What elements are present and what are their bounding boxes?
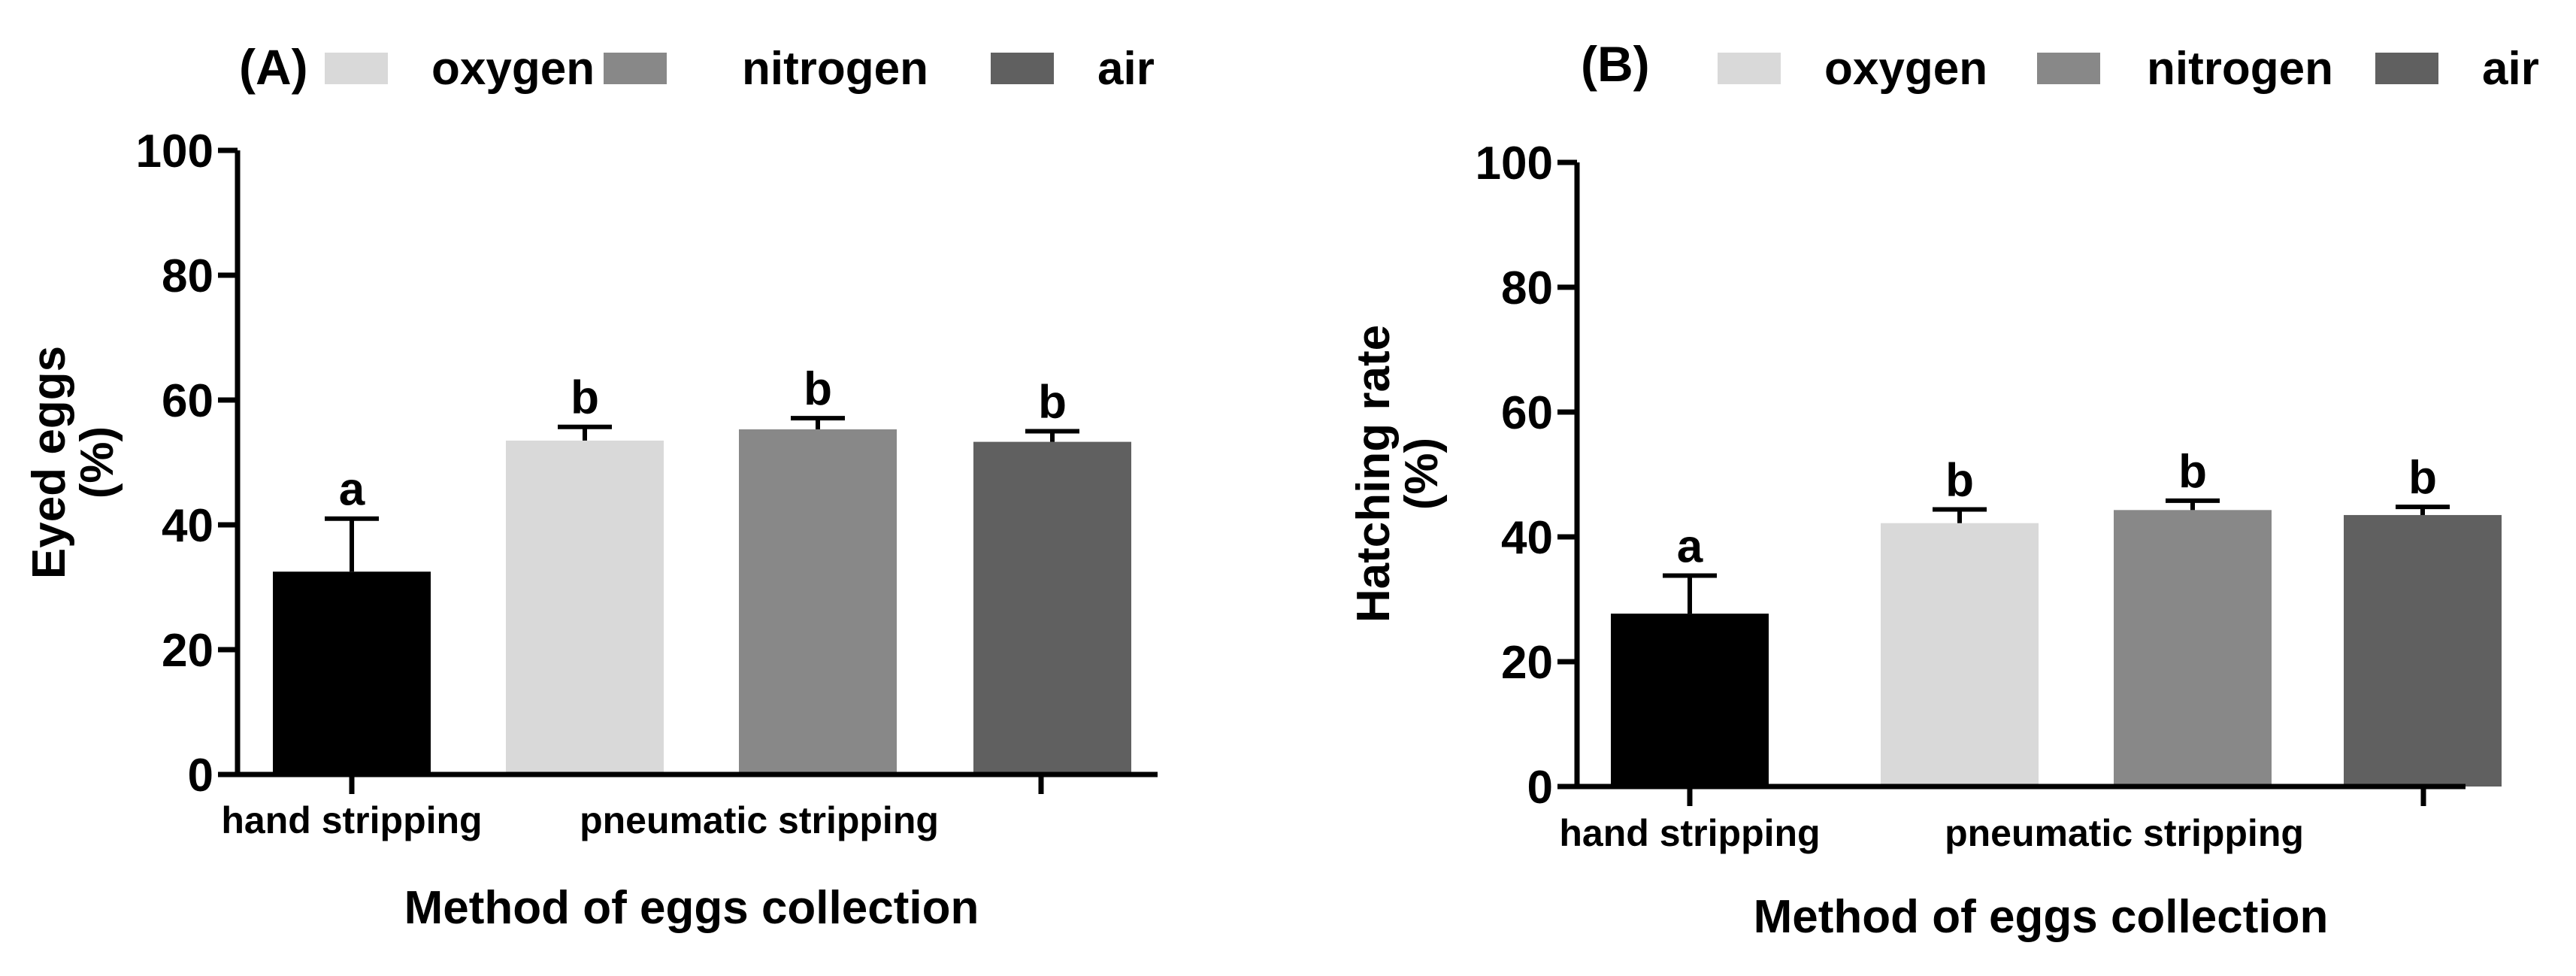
bar-2	[506, 440, 664, 774]
panel-a: (A) oxygen nitrogen air a b b b 0 20 40 60 80 100 hand…	[23, 39, 1158, 934]
legend-label-nitrogen: nitrogen	[2147, 43, 2333, 95]
significance-letter-1: a	[339, 464, 365, 516]
y-tick-label: 80	[1501, 262, 1553, 314]
y-axis-unit: (%)	[1396, 438, 1448, 510]
significance-letter-3: b	[2178, 446, 2207, 498]
y-tick-label: 20	[162, 625, 213, 677]
significance-letter-2: b	[1945, 454, 1974, 506]
x-axis-title: Method of eggs collection	[1754, 891, 2329, 943]
y-tick-label: 80	[162, 250, 213, 302]
legend-swatch-nitrogen	[2037, 53, 2100, 84]
bar-1	[1611, 614, 1769, 787]
x-group-label: hand stripping	[221, 799, 482, 841]
significance-letter-2: b	[571, 372, 599, 424]
bar-3	[739, 429, 897, 774]
bar-2	[1881, 523, 2039, 787]
bar-4	[2344, 514, 2502, 787]
y-tick-label: 40	[162, 500, 213, 552]
y-tick-label: 0	[1527, 762, 1553, 814]
legend-label-air: air	[2482, 43, 2539, 95]
x-group-label: pneumatic stripping	[1945, 812, 2304, 854]
significance-letter-4: b	[2408, 452, 2437, 504]
legend-swatch-oxygen	[1718, 53, 1781, 84]
y-tick-label: 0	[188, 750, 213, 802]
panel-b: (B) oxygen nitrogen air a b b b 0 20 40 60 80 100 hand…	[1348, 36, 2539, 943]
y-axis-unit: (%)	[71, 426, 123, 499]
bar-4	[973, 441, 1131, 774]
x-axis-title: Method of eggs collection	[404, 882, 979, 934]
legend-label-oxygen: oxygen	[431, 43, 595, 95]
panel-label: (B)	[1581, 36, 1650, 92]
bar-3	[2114, 510, 2272, 787]
legend-swatch-air	[2375, 53, 2438, 84]
y-axis-title: Hatching rate	[1348, 325, 1400, 623]
y-tick-label: 20	[1501, 637, 1553, 689]
bar-1	[273, 571, 431, 774]
x-group-label: hand stripping	[1559, 812, 1820, 854]
y-tick-label: 100	[136, 126, 213, 177]
y-tick-label: 40	[1501, 512, 1553, 564]
legend-swatch-nitrogen	[604, 53, 667, 84]
significance-letter-3: b	[804, 363, 832, 415]
legend-swatch-oxygen	[325, 53, 388, 84]
y-tick-label: 60	[162, 375, 213, 427]
panel-label: (A)	[239, 39, 308, 95]
x-group-label: pneumatic stripping	[580, 799, 939, 841]
legend-label-air: air	[1097, 43, 1155, 95]
significance-letter-4: b	[1038, 377, 1067, 429]
y-tick-label: 60	[1501, 387, 1553, 439]
y-axis-title: Eyed eggs	[23, 346, 75, 579]
legend-swatch-air	[991, 53, 1054, 84]
significance-letter-1: a	[1677, 520, 1703, 572]
legend-label-nitrogen: nitrogen	[742, 43, 928, 95]
legend-label-oxygen: oxygen	[1824, 43, 1987, 95]
y-tick-label: 100	[1476, 138, 1553, 189]
